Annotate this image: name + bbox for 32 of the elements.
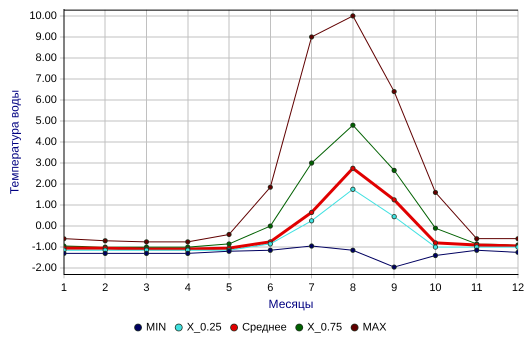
x-tick-label: 11 <box>471 282 482 294</box>
x-tick-label: 1 <box>60 282 67 294</box>
y-tick-label: 1.00 <box>36 199 57 212</box>
y-tick-label: -1.00 <box>32 241 57 254</box>
x-tick-label: 8 <box>350 282 356 294</box>
legend-label: MIN <box>146 322 166 334</box>
y-tick-label: 9.00 <box>36 30 57 43</box>
x-tick-label: 3 <box>143 282 150 294</box>
y-tick-label: 8.00 <box>36 52 57 64</box>
y-tick-label: 7.00 <box>36 72 57 85</box>
legend-label: X_0.25 <box>186 322 222 334</box>
y-tick-label: 3.00 <box>36 157 57 170</box>
y-tick-label: 4.00 <box>36 136 57 148</box>
legend-label: MAX <box>362 322 388 334</box>
y-tick-label: 5.00 <box>36 115 57 128</box>
x-tick-label: 6 <box>267 282 274 294</box>
y-tick-label: 10.00 <box>29 10 57 22</box>
x-tick-label: 7 <box>308 282 315 294</box>
x-axis-title: Месяцы <box>268 297 314 312</box>
y-tick-label: 6.00 <box>36 94 57 106</box>
x-tick-label: 10 <box>429 282 442 294</box>
y-tick-label: 2.00 <box>36 178 57 190</box>
x-tick-label: 9 <box>391 282 398 294</box>
x-tick-label: 12 <box>512 282 524 294</box>
legend-label: X_0.75 <box>307 322 342 334</box>
legend-label: Среднее <box>242 322 287 334</box>
y-tick-label: -2.00 <box>32 262 57 274</box>
x-tick-label: 5 <box>226 282 232 294</box>
y-tick-label: 0.00 <box>36 220 57 232</box>
x-tick-label: 2 <box>102 282 108 294</box>
y-axis-title: Температура воды <box>8 90 22 194</box>
x-tick-label: 4 <box>184 282 191 294</box>
